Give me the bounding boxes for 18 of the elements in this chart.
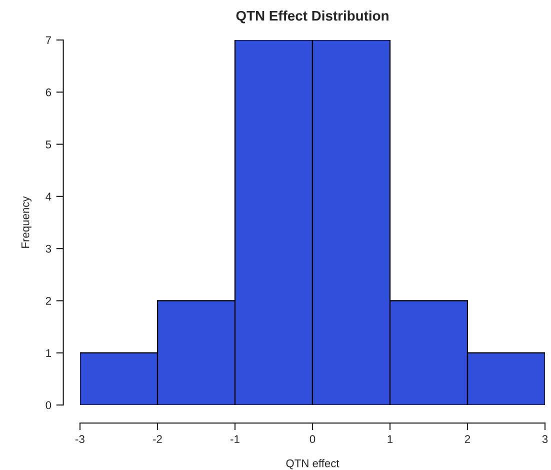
y-tick-label: 5 [46, 140, 52, 148]
x-axis-title: QTN effect [286, 459, 340, 470]
y-tick-label: 6 [46, 88, 52, 96]
y-tick-label: 1 [46, 349, 51, 357]
x-tick-label: -1 [230, 435, 240, 443]
y-tick-label: 7 [46, 36, 51, 44]
y-tick-label: 0 [46, 401, 52, 410]
x-tick-label: -3 [76, 435, 84, 444]
y-axis-title: Frequency [22, 196, 32, 248]
y-tick-label: 4 [46, 192, 52, 200]
x-tick-label: 3 [542, 435, 548, 444]
chart-title: QTN Effect Distribution [236, 10, 388, 24]
x-tick-label: -2 [153, 435, 162, 443]
y-tick-label: 2 [46, 296, 51, 305]
x-tick-label: 2 [464, 435, 470, 443]
x-tick-label: 1 [388, 435, 393, 443]
y-tick-label: 3 [46, 244, 52, 253]
x-tick-label: 0 [310, 435, 316, 444]
